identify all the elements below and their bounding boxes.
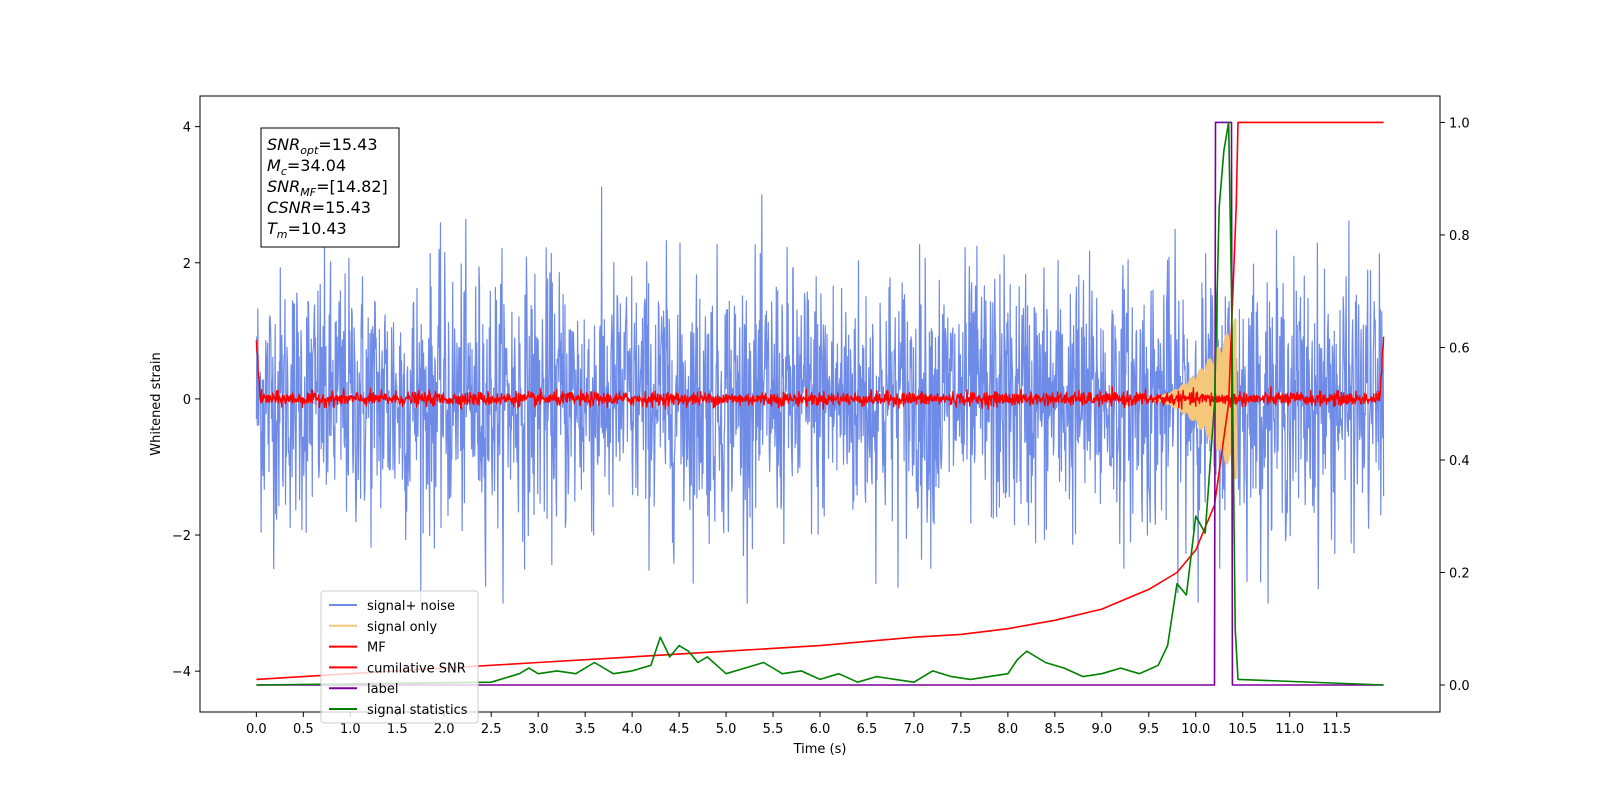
annotation-line: CSNR=15.43: [267, 198, 371, 217]
annotation-line: Tm=10.43: [267, 219, 347, 241]
series-line-signal-statistics: [256, 121, 1384, 686]
y-tick-label: 4: [183, 121, 191, 136]
y-tick-label: 2: [183, 257, 191, 272]
annotation-frame: [260, 127, 400, 248]
x-tick-label: 6.0: [810, 722, 831, 737]
x-tick-label: 11.5: [1322, 722, 1351, 737]
axes: 0.0 0.5 1.0 1.5 2.0 2.5 3.0 3.5 4.0 4.5 5.0 5.5 6.0 6…: [172, 116, 1470, 737]
legend-label: cumilative SNR: [367, 661, 466, 676]
x-tick-label: 3.0: [528, 722, 549, 737]
x-tick-label: 9.0: [1091, 722, 1112, 737]
y2-tick-label: 0.4: [1449, 454, 1470, 469]
legend-label: signal+ noise: [367, 599, 455, 614]
annotation-line: SNRopt=15.43: [267, 135, 378, 157]
x-tick-label: 2.5: [481, 722, 502, 737]
x-tick-label: 6.5: [857, 722, 878, 737]
y-tick-label: 0: [183, 393, 191, 408]
y2-tick-label: 0.8: [1449, 229, 1470, 244]
legend-label: signal statistics: [367, 703, 468, 718]
x-tick-label: 3.5: [575, 722, 596, 737]
series-line-signal-noise: [255, 186, 1385, 604]
legend-label: label: [367, 682, 398, 697]
y2-tick-label: 1.0: [1449, 116, 1470, 131]
x-tick-label: 4.5: [669, 722, 690, 737]
x-tick-label: 10.5: [1228, 722, 1257, 737]
x-tick-label: 1.0: [340, 722, 361, 737]
x-tick-label: 4.0: [622, 722, 643, 737]
y-axis-label: Whitened strain: [149, 352, 164, 455]
x-tick-label: 0.0: [246, 722, 267, 737]
x-tick-label: 5.0: [716, 722, 737, 737]
series-line-mf: [255, 336, 1385, 410]
x-tick-label: 5.5: [763, 722, 784, 737]
series-line-label: [256, 121, 1384, 686]
legend-label: signal only: [367, 620, 437, 635]
annotation-box: SNRopt=15.43Mc=34.04SNRMF=[14.82]CSNR=15…: [260, 127, 400, 248]
legend-label: MF: [367, 641, 386, 656]
x-axis-label: Time (s): [793, 742, 847, 757]
annotation-line: SNRMF=[14.82]: [267, 177, 388, 199]
x-tick-label: 2.0: [434, 722, 455, 737]
x-tick-label: 8.0: [998, 722, 1019, 737]
x-tick-label: 7.5: [951, 722, 972, 737]
x-tick-label: 7.0: [904, 722, 925, 737]
y-tick-label: −2: [172, 529, 191, 544]
y2-tick-label: 0.2: [1449, 566, 1470, 581]
x-tick-label: 8.5: [1045, 722, 1066, 737]
y2-tick-label: 0.0: [1449, 679, 1470, 694]
x-tick-label: 0.5: [293, 722, 314, 737]
x-tick-label: 10.0: [1181, 722, 1210, 737]
y-tick-label: −4: [172, 665, 191, 680]
y2-tick-label: 0.6: [1449, 341, 1470, 356]
legend-frame: [320, 590, 479, 724]
annotation-line: Mc=34.04: [267, 156, 346, 178]
legend: signal+ noise signal only MF cumilative SNR…: [320, 590, 479, 724]
x-tick-label: 9.5: [1138, 722, 1159, 737]
x-tick-label: 1.5: [387, 722, 408, 737]
x-tick-label: 11.0: [1275, 722, 1304, 737]
